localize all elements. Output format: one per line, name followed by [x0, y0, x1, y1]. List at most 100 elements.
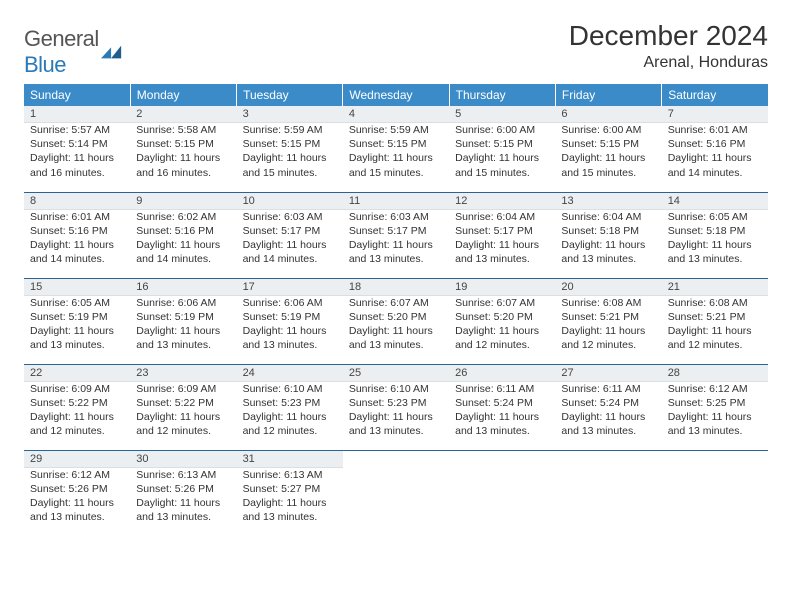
sunrise-line: Sunrise: 6:05 AM [668, 210, 762, 224]
sunset-line: Sunset: 5:19 PM [243, 310, 337, 324]
header: General Blue December 2024 Arenal, Hondu… [24, 20, 768, 78]
sunset-line: Sunset: 5:16 PM [668, 137, 762, 151]
weekday-header: Thursday [449, 84, 555, 106]
calendar-day-cell: 29Sunrise: 6:12 AMSunset: 5:26 PMDayligh… [24, 450, 130, 536]
daylight-line: and 14 minutes. [243, 252, 337, 266]
daylight-line: and 13 minutes. [136, 338, 230, 352]
calendar-day-cell: 17Sunrise: 6:06 AMSunset: 5:19 PMDayligh… [237, 278, 343, 364]
sunset-line: Sunset: 5:20 PM [349, 310, 443, 324]
sunrise-line: Sunrise: 6:08 AM [668, 296, 762, 310]
day-details: Sunrise: 6:06 AMSunset: 5:19 PMDaylight:… [237, 296, 343, 357]
logo-word2: Blue [24, 52, 66, 77]
day-number: 13 [555, 193, 661, 210]
calendar-week-row: 29Sunrise: 6:12 AMSunset: 5:26 PMDayligh… [24, 450, 768, 536]
day-number: 7 [662, 106, 768, 123]
day-number: 26 [449, 365, 555, 382]
daylight-line: and 13 minutes. [349, 424, 443, 438]
daylight-line: Daylight: 11 hours [455, 324, 549, 338]
daylight-line: Daylight: 11 hours [561, 410, 655, 424]
sunrise-line: Sunrise: 6:13 AM [136, 468, 230, 482]
sunset-line: Sunset: 5:24 PM [455, 396, 549, 410]
daylight-line: and 13 minutes. [136, 510, 230, 524]
sunrise-line: Sunrise: 6:11 AM [561, 382, 655, 396]
day-number: 19 [449, 279, 555, 296]
title-block: December 2024 Arenal, Honduras [569, 20, 768, 76]
daylight-line: and 13 minutes. [243, 338, 337, 352]
sunrise-line: Sunrise: 6:01 AM [668, 123, 762, 137]
day-details: Sunrise: 6:07 AMSunset: 5:20 PMDaylight:… [343, 296, 449, 357]
daylight-line: and 13 minutes. [30, 510, 124, 524]
calendar-day-cell: 27Sunrise: 6:11 AMSunset: 5:24 PMDayligh… [555, 364, 661, 450]
daylight-line: and 13 minutes. [668, 424, 762, 438]
day-details: Sunrise: 6:09 AMSunset: 5:22 PMDaylight:… [24, 382, 130, 443]
day-details: Sunrise: 6:05 AMSunset: 5:18 PMDaylight:… [662, 210, 768, 271]
day-number: 8 [24, 193, 130, 210]
day-number: 28 [662, 365, 768, 382]
sunset-line: Sunset: 5:16 PM [30, 224, 124, 238]
daylight-line: and 12 minutes. [668, 338, 762, 352]
daylight-line: and 14 minutes. [668, 166, 762, 180]
day-number: 21 [662, 279, 768, 296]
sunset-line: Sunset: 5:14 PM [30, 137, 124, 151]
sunrise-line: Sunrise: 5:59 AM [243, 123, 337, 137]
weekday-header: Sunday [24, 84, 130, 106]
calendar-day-cell: 9Sunrise: 6:02 AMSunset: 5:16 PMDaylight… [130, 192, 236, 278]
sunset-line: Sunset: 5:20 PM [455, 310, 549, 324]
calendar-day-cell: 1Sunrise: 5:57 AMSunset: 5:14 PMDaylight… [24, 106, 130, 192]
calendar-day-cell: 4Sunrise: 5:59 AMSunset: 5:15 PMDaylight… [343, 106, 449, 192]
sunset-line: Sunset: 5:26 PM [30, 482, 124, 496]
month-title: December 2024 [569, 20, 768, 52]
sunrise-line: Sunrise: 6:07 AM [455, 296, 549, 310]
day-details: Sunrise: 5:57 AMSunset: 5:14 PMDaylight:… [24, 123, 130, 184]
daylight-line: and 12 minutes. [136, 424, 230, 438]
daylight-line: Daylight: 11 hours [455, 151, 549, 165]
sunrise-line: Sunrise: 6:03 AM [349, 210, 443, 224]
sunset-line: Sunset: 5:22 PM [30, 396, 124, 410]
sunrise-line: Sunrise: 5:57 AM [30, 123, 124, 137]
calendar-day-cell: 15Sunrise: 6:05 AMSunset: 5:19 PMDayligh… [24, 278, 130, 364]
daylight-line: Daylight: 11 hours [30, 151, 124, 165]
daylight-line: and 13 minutes. [455, 424, 549, 438]
sunrise-line: Sunrise: 6:03 AM [243, 210, 337, 224]
calendar-day-cell: 21Sunrise: 6:08 AMSunset: 5:21 PMDayligh… [662, 278, 768, 364]
daylight-line: Daylight: 11 hours [668, 324, 762, 338]
daylight-line: and 14 minutes. [136, 252, 230, 266]
calendar-day-cell: 14Sunrise: 6:05 AMSunset: 5:18 PMDayligh… [662, 192, 768, 278]
day-details: Sunrise: 6:07 AMSunset: 5:20 PMDaylight:… [449, 296, 555, 357]
logo: General Blue [24, 26, 123, 78]
calendar-day-cell [449, 450, 555, 536]
calendar-day-cell: 20Sunrise: 6:08 AMSunset: 5:21 PMDayligh… [555, 278, 661, 364]
calendar-day-cell: 18Sunrise: 6:07 AMSunset: 5:20 PMDayligh… [343, 278, 449, 364]
calendar-day-cell: 30Sunrise: 6:13 AMSunset: 5:26 PMDayligh… [130, 450, 236, 536]
daylight-line: Daylight: 11 hours [30, 238, 124, 252]
day-number: 2 [130, 106, 236, 123]
calendar-day-cell: 28Sunrise: 6:12 AMSunset: 5:25 PMDayligh… [662, 364, 768, 450]
sunrise-line: Sunrise: 6:04 AM [455, 210, 549, 224]
day-details: Sunrise: 6:03 AMSunset: 5:17 PMDaylight:… [343, 210, 449, 271]
sunrise-line: Sunrise: 6:10 AM [243, 382, 337, 396]
sunset-line: Sunset: 5:15 PM [243, 137, 337, 151]
day-number: 27 [555, 365, 661, 382]
sunrise-line: Sunrise: 6:05 AM [30, 296, 124, 310]
logo-mark-icon [101, 45, 123, 59]
day-details: Sunrise: 6:03 AMSunset: 5:17 PMDaylight:… [237, 210, 343, 271]
day-details: Sunrise: 6:01 AMSunset: 5:16 PMDaylight:… [24, 210, 130, 271]
sunset-line: Sunset: 5:21 PM [668, 310, 762, 324]
day-number: 17 [237, 279, 343, 296]
daylight-line: Daylight: 11 hours [561, 324, 655, 338]
day-number: 31 [237, 451, 343, 468]
day-details: Sunrise: 6:13 AMSunset: 5:26 PMDaylight:… [130, 468, 236, 529]
day-details: Sunrise: 6:04 AMSunset: 5:17 PMDaylight:… [449, 210, 555, 271]
day-number: 11 [343, 193, 449, 210]
calendar-day-cell: 31Sunrise: 6:13 AMSunset: 5:27 PMDayligh… [237, 450, 343, 536]
daylight-line: and 15 minutes. [349, 166, 443, 180]
daylight-line: Daylight: 11 hours [136, 496, 230, 510]
sunrise-line: Sunrise: 6:02 AM [136, 210, 230, 224]
calendar-day-cell [662, 450, 768, 536]
day-number: 16 [130, 279, 236, 296]
calendar-day-cell: 5Sunrise: 6:00 AMSunset: 5:15 PMDaylight… [449, 106, 555, 192]
daylight-line: and 13 minutes. [561, 424, 655, 438]
day-number: 25 [343, 365, 449, 382]
calendar-week-row: 15Sunrise: 6:05 AMSunset: 5:19 PMDayligh… [24, 278, 768, 364]
calendar-week-row: 1Sunrise: 5:57 AMSunset: 5:14 PMDaylight… [24, 106, 768, 192]
